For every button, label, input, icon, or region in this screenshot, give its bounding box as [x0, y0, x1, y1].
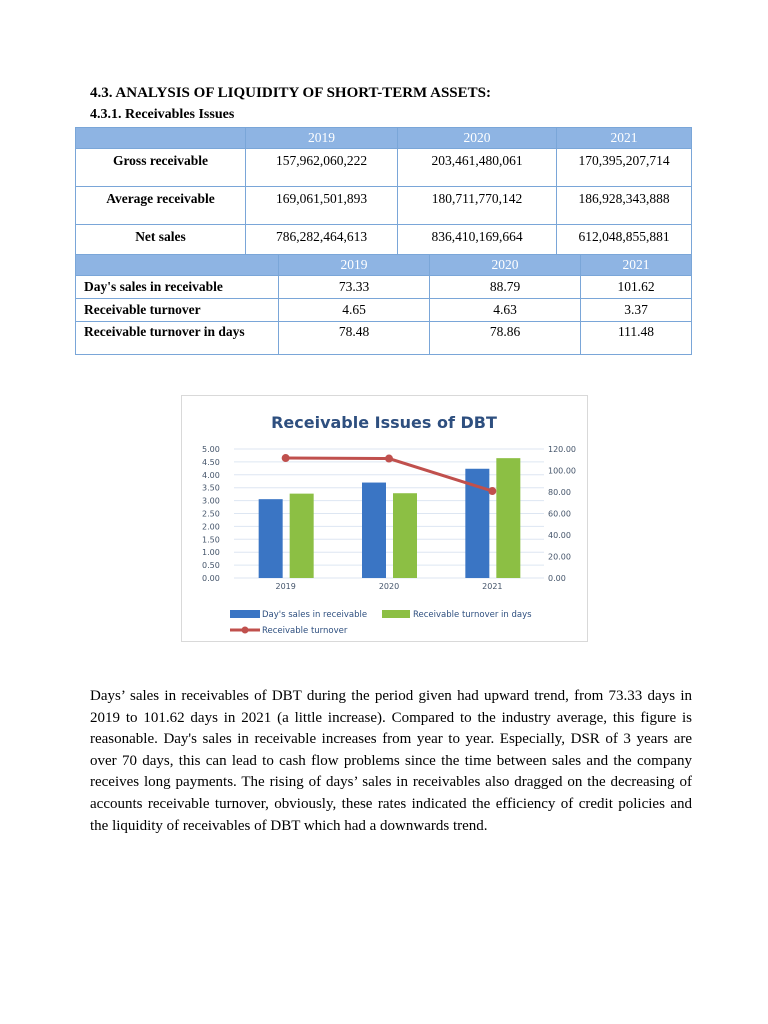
header-cell: 2021	[556, 127, 692, 149]
left-axis-tick: 5.00	[202, 445, 220, 454]
cell: 101.62	[580, 275, 692, 299]
bar-turnover-days	[393, 493, 417, 578]
table-row: Day's sales in receivable 73.33 88.79 10…	[75, 275, 692, 299]
x-axis-tick: 2019	[275, 582, 295, 591]
x-axis-tick: 2021	[482, 582, 502, 591]
cell: 170,395,207,714	[556, 148, 692, 187]
legend-swatch	[382, 610, 410, 618]
bar-turnover-days	[496, 458, 521, 578]
table-row: Gross receivable 157,962,060,222 203,461…	[75, 148, 692, 187]
left-axis-tick: 0.00	[202, 574, 220, 583]
receivable-chart: Receivable Issues of DBT 0.00 0.50 1.00 1.5…	[181, 395, 588, 642]
chart-title: Receivable Issues of DBT	[271, 413, 497, 432]
table-row: Average receivable 169,061,501,893 180,7…	[75, 186, 692, 225]
header-cell	[75, 254, 279, 276]
left-axis-tick: 3.00	[202, 497, 220, 506]
line-point	[281, 454, 290, 463]
header-cell: 2019	[245, 127, 398, 149]
left-axis-tick: 0.50	[202, 561, 220, 570]
row-label: Receivable turnover	[75, 298, 279, 322]
table-header-row: 2019 2020 2021	[75, 127, 692, 149]
cell: 4.63	[429, 298, 581, 322]
header-cell: 2020	[397, 127, 557, 149]
row-label: Receivable turnover in days	[75, 321, 279, 355]
left-axis-tick: 2.00	[202, 522, 220, 531]
row-label: Average receivable	[75, 186, 246, 225]
bar-turnover-days	[289, 493, 314, 578]
table-header-row: 2019 2020 2021	[75, 254, 692, 276]
cell: 180,711,770,142	[397, 186, 557, 225]
cell: 169,061,501,893	[245, 186, 398, 225]
cell: 3.37	[580, 298, 692, 322]
right-axis-tick: 100.00	[548, 467, 576, 476]
table-row: Receivable turnover in days 78.48 78.86 …	[75, 321, 692, 355]
left-axis-tick: 1.00	[202, 548, 220, 557]
right-axis-tick: 40.00	[548, 531, 571, 540]
right-axis-tick: 120.00	[548, 445, 576, 454]
right-axis-tick: 20.00	[548, 553, 571, 562]
x-axis-tick: 2020	[379, 582, 399, 591]
cell: 203,461,480,061	[397, 148, 557, 187]
right-axis-tick: 80.00	[548, 488, 571, 497]
left-axis-tick: 3.50	[202, 484, 220, 493]
cell: 111.48	[580, 321, 692, 355]
right-axis-tick: 0.00	[548, 574, 566, 583]
header-cell	[75, 127, 246, 149]
bar-days-sales	[362, 482, 386, 578]
line-point	[488, 487, 497, 496]
line-point	[385, 454, 393, 463]
left-axis-tick: 4.50	[202, 458, 220, 467]
bar-days-sales	[258, 499, 283, 578]
legend-label: Receivable turnover	[262, 626, 348, 636]
section-heading: 4.3. ANALYSIS OF LIQUIDITY OF SHORT-TERM…	[90, 85, 491, 101]
left-axis-tick: 2.50	[202, 510, 220, 519]
cell: 78.48	[278, 321, 430, 355]
cell: 157,962,060,222	[245, 148, 398, 187]
legend-swatch	[230, 610, 260, 618]
ratios-table: 2019 2020 2021 Day's sales in receivable…	[75, 254, 692, 355]
right-axis-tick: 60.00	[548, 510, 571, 519]
legend-label: Receivable turnover in days	[413, 610, 532, 620]
body-paragraph: Days’ sales in receivables of DBT during…	[90, 688, 692, 834]
receivables-table: 2019 2020 2021 Gross receivable 157,962,…	[75, 127, 692, 263]
header-cell: 2019	[278, 254, 430, 276]
cell: 186,928,343,888	[556, 186, 692, 225]
left-axis-tick: 4.00	[202, 471, 220, 480]
cell: 4.65	[278, 298, 430, 322]
table-row: Receivable turnover 4.65 4.63 3.37	[75, 298, 692, 322]
header-cell: 2020	[429, 254, 581, 276]
cell: 78.86	[429, 321, 581, 355]
row-label: Day's sales in receivable	[75, 275, 279, 299]
cell: 73.33	[278, 275, 430, 299]
subsection-heading: 4.3.1. Receivables Issues	[90, 107, 235, 122]
legend-label: Day's sales in receivable	[262, 610, 367, 620]
cell: 88.79	[429, 275, 581, 299]
header-cell: 2021	[580, 254, 692, 276]
legend-marker	[241, 626, 249, 634]
row-label: Gross receivable	[75, 148, 246, 187]
left-axis-tick: 1.50	[202, 535, 220, 544]
